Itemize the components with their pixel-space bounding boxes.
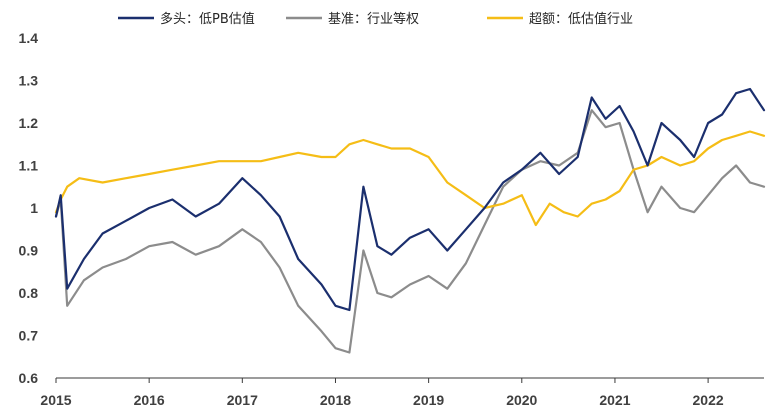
- legend-label-0: 多头：低PB估值: [160, 11, 255, 27]
- y-tick-label: 1.2: [19, 115, 39, 131]
- series-line-1: [54, 109, 766, 354]
- y-axis: 0.6 0.7 0.8 0.9 1 1.1 1.2 1.3 1.4: [19, 30, 39, 386]
- y-tick-label: 1.1: [19, 158, 39, 174]
- y-tick-label: 1.3: [19, 73, 39, 89]
- series-layer: [54, 87, 766, 354]
- y-tick-label: 0.7: [19, 328, 39, 344]
- series-line-2: [54, 130, 766, 227]
- legend-label-2: 超额：低估值行业: [529, 11, 633, 27]
- x-tick-label: 2017: [227, 392, 258, 408]
- y-tick-label: 0.8: [19, 285, 39, 301]
- y-tick-label: 0.6: [19, 370, 39, 386]
- x-tick-label: 2020: [506, 392, 537, 408]
- y-tick-label: 0.9: [19, 243, 39, 259]
- x-axis: 2015 2016 2017 2018 2019 2020 2021 2022: [40, 377, 764, 408]
- x-tick-label: 2019: [413, 392, 444, 408]
- x-tick-label: 2021: [599, 392, 630, 408]
- x-tick-label: 2016: [134, 392, 165, 408]
- series-line-0: [54, 87, 766, 312]
- x-tick-label: 2018: [320, 392, 351, 408]
- x-tick-label: 2022: [693, 392, 724, 408]
- legend: 多头：低PB估值 基准：行业等权 超额：低估值行业: [118, 11, 633, 27]
- y-tick-label: 1.4: [19, 30, 39, 46]
- legend-label-1: 基准：行业等权: [328, 11, 419, 27]
- x-tick-label: 2015: [40, 392, 71, 408]
- y-tick-label: 1: [30, 200, 38, 216]
